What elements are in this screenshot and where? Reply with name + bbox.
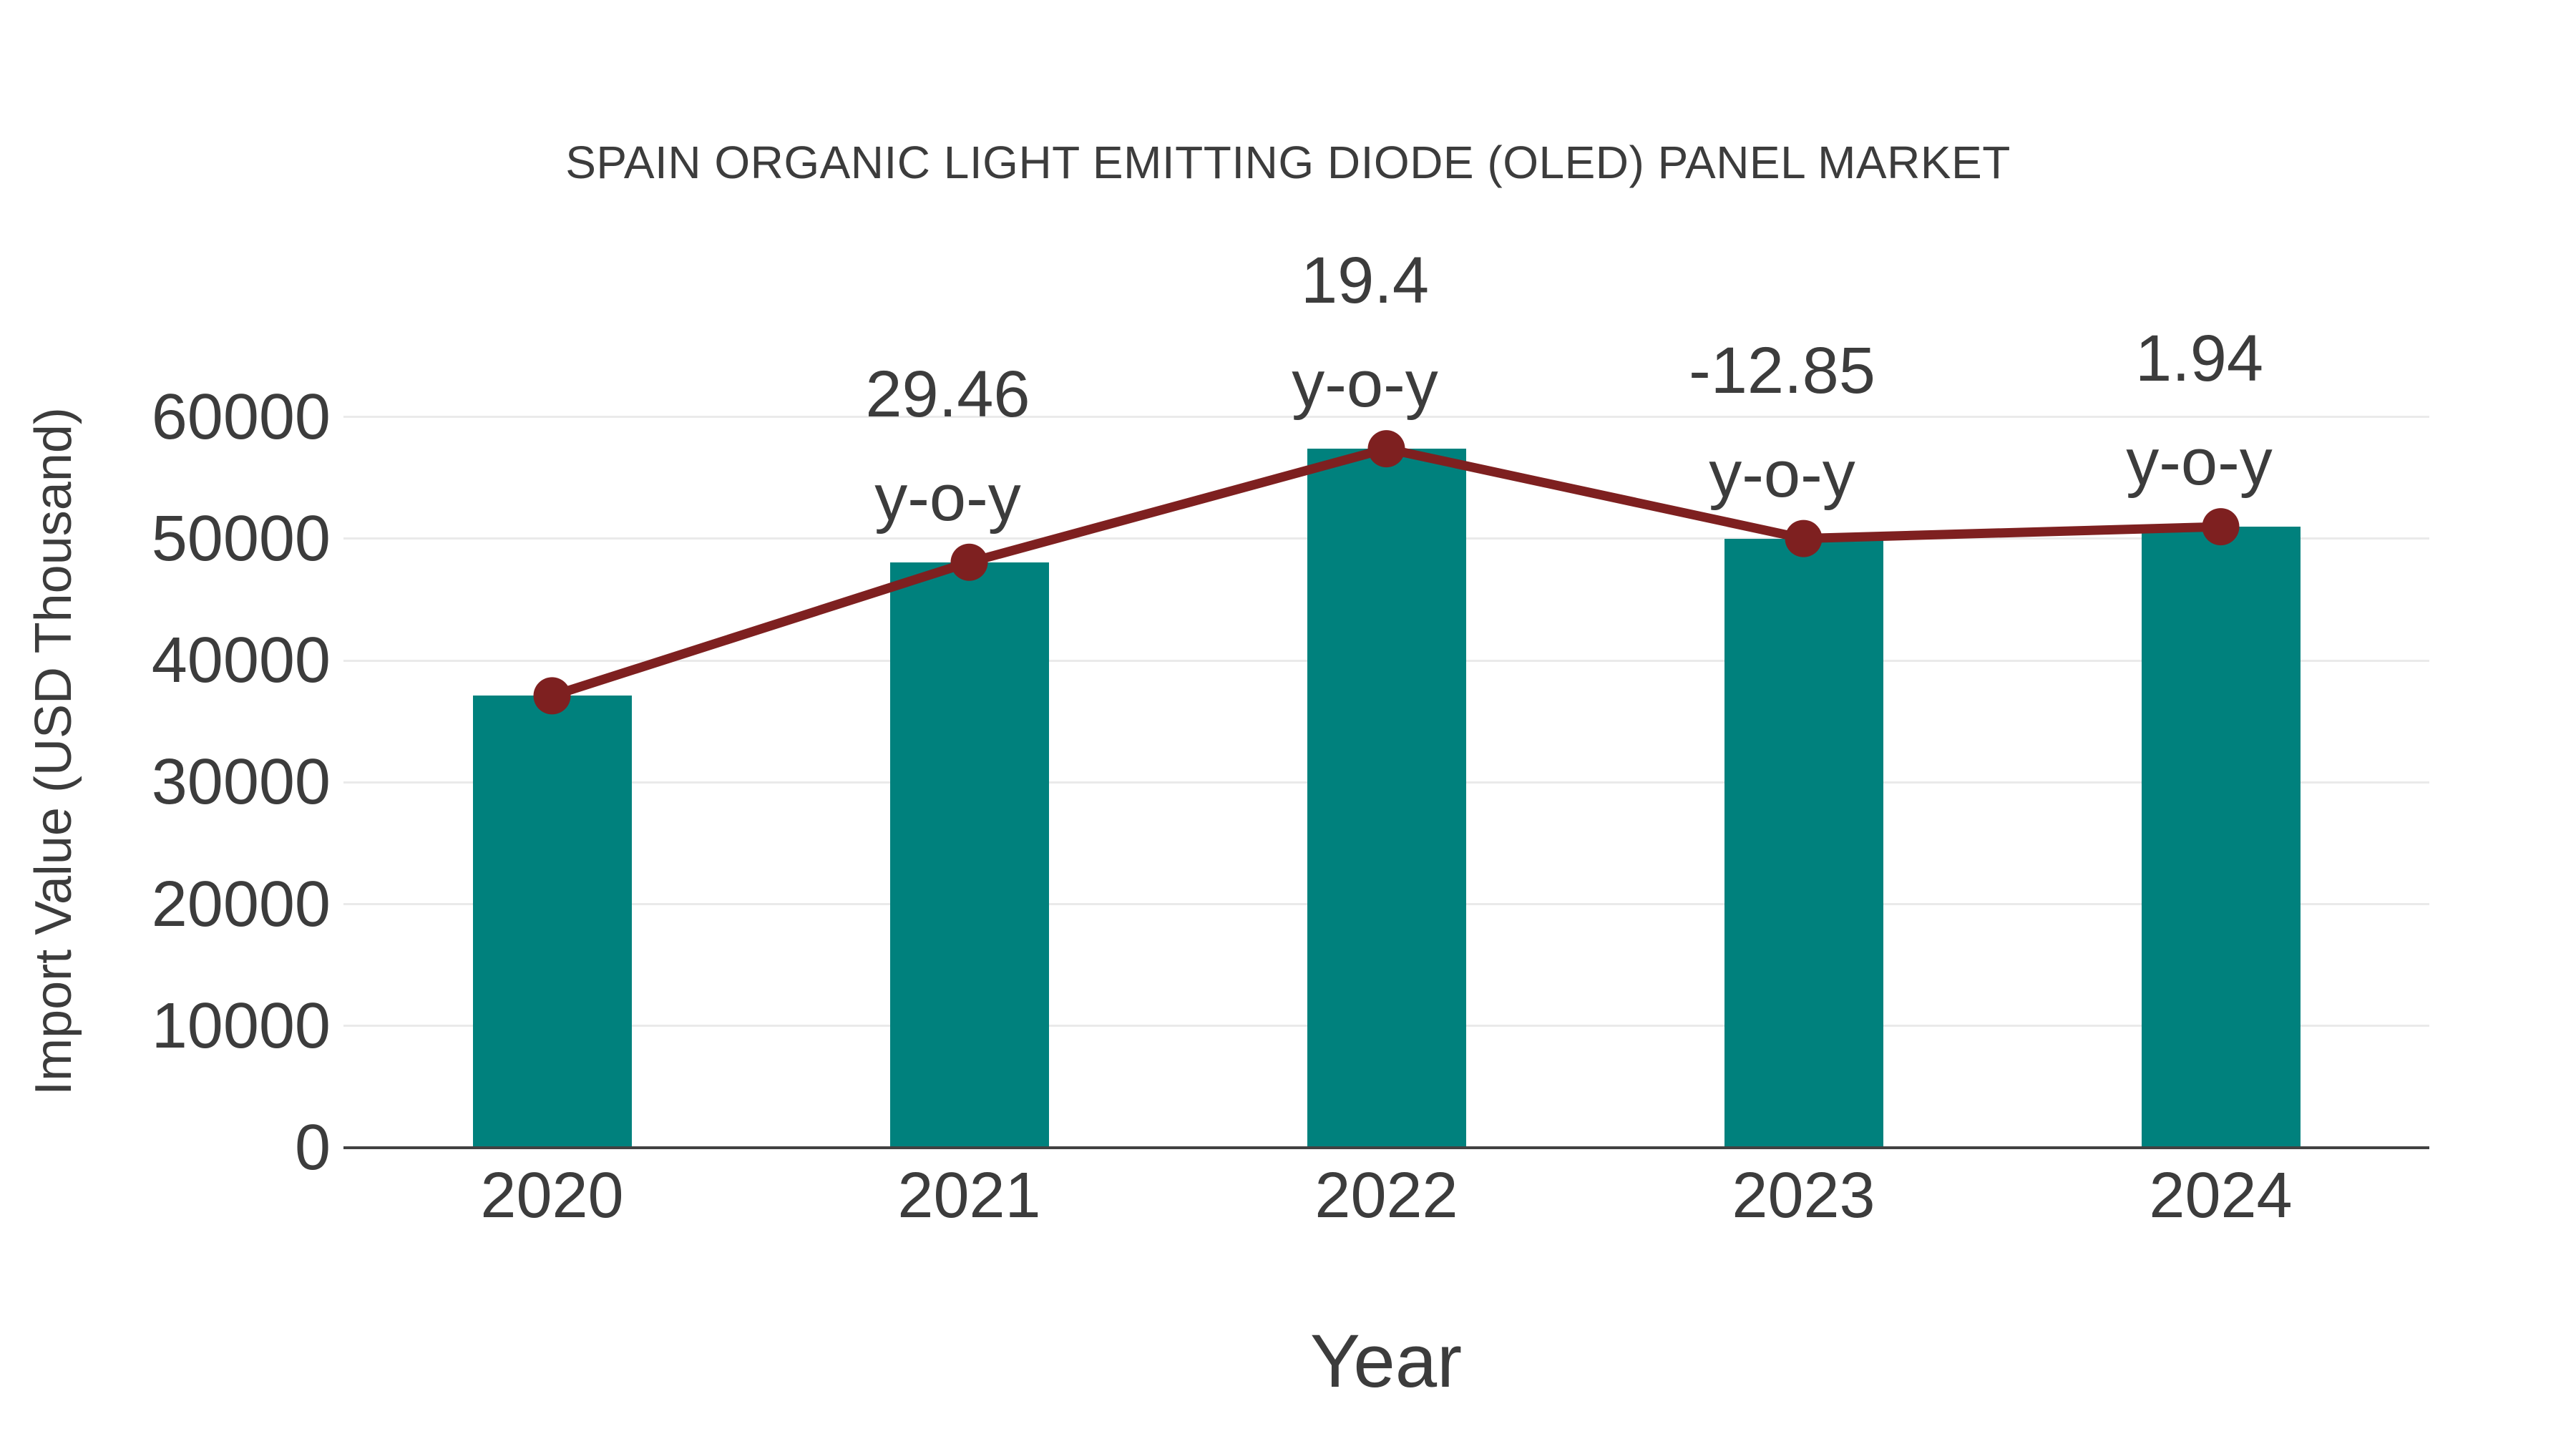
annotation-2023: -12.85 y-o-y [1546, 319, 2019, 527]
x-axis-line [343, 1146, 2429, 1149]
y-tick-label-40000: 40000 [151, 625, 331, 696]
y-tick-label-50000: 50000 [151, 502, 331, 575]
y-tick-label-60000: 60000 [151, 381, 331, 453]
y-tick-label-20000: 20000 [151, 868, 331, 940]
gridline-60000 [343, 416, 2429, 418]
x-tick-label-2024: 2024 [2149, 1160, 2293, 1231]
x-axis-title: Year [1309, 1319, 1463, 1403]
annotation-value: 1.94 [2135, 322, 2264, 396]
bar-2022 [1307, 449, 1466, 1148]
annotation-unit: y-o-y [1292, 348, 1438, 421]
bar-2023 [1724, 538, 1883, 1148]
annotation-2022: 19.4 y-o-y [1129, 229, 1601, 436]
y-axis-title: Import Value (USD Thousand) [25, 407, 82, 1096]
annotation-value: 29.46 [865, 357, 1030, 431]
y-tick-label-10000: 10000 [151, 990, 331, 1062]
x-tick-label-2022: 2022 [1314, 1160, 1458, 1231]
annotation-2021: 29.46 y-o-y [712, 343, 1184, 550]
annotation-value: -12.85 [1689, 333, 1875, 407]
annotation-unit: y-o-y [874, 461, 1021, 535]
annotation-unit: y-o-y [1709, 437, 1855, 511]
x-tick-label-2021: 2021 [897, 1160, 1041, 1231]
x-tick-label-2023: 2023 [1732, 1160, 1875, 1231]
y-tick-label-30000: 30000 [151, 746, 331, 819]
bar-2024 [2141, 527, 2301, 1148]
annotation-2024: 1.94 y-o-y [1963, 307, 2436, 514]
chart-title: SPAIN ORGANIC LIGHT EMITTING DIODE (OLED… [565, 137, 2011, 188]
bar-2020 [472, 696, 632, 1148]
bar-2021 [889, 562, 1049, 1148]
annotation-unit: y-o-y [2126, 426, 2273, 499]
y-tick-label-0: 0 [294, 1112, 331, 1184]
x-tick-label-2020: 2020 [480, 1160, 624, 1231]
annotation-value: 19.4 [1300, 244, 1430, 318]
